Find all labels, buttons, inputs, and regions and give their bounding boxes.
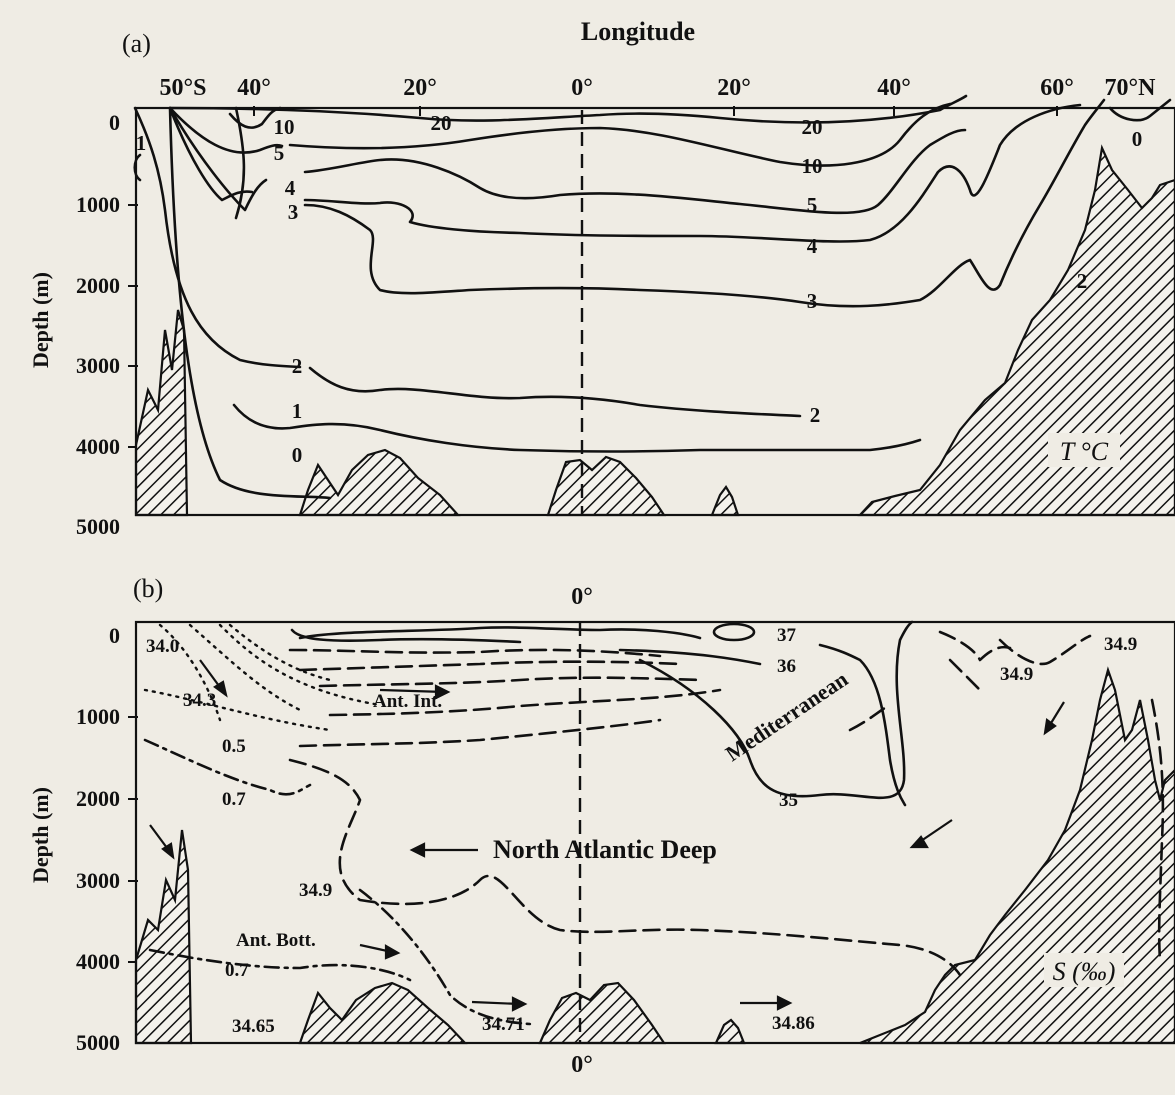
sal-label-34-3: 34.3 (183, 690, 216, 711)
t-label-4-left: 4 (285, 176, 296, 200)
t-label-2-left: 2 (292, 354, 303, 378)
lon-label-20n: 20° (717, 75, 751, 101)
panel-b-ytick-1000: 1000 (76, 704, 120, 729)
sal-label-0-5: 0.5 (222, 736, 246, 757)
mediterranean-label: Mediterranean (721, 666, 852, 766)
north-atlantic-deep-label: North Atlantic Deep (493, 835, 717, 864)
lon-label-50s: 50°S (160, 75, 207, 101)
sal-label-36: 36 (777, 656, 796, 677)
t-label-4-right: 4 (807, 234, 818, 258)
panel-b-ytick-0: 0 (109, 623, 120, 648)
panel-b-seafloor-ridge-mid (538, 981, 667, 1045)
lon-label-20s: 20° (403, 75, 437, 101)
lon-label-0: 0° (571, 75, 593, 101)
panel-a-ytick-5000: 5000 (76, 514, 120, 539)
sal-label-34-9-north: 34.9 (1104, 634, 1137, 655)
panel-b-flow-arrows (149, 659, 1065, 1012)
sal-label-34-9-left: 34.9 (299, 880, 332, 901)
panel-a-contour-labels: 1 10 5 4 3 20 20 10 5 4 3 2 0 2 1 0 2 (136, 111, 1143, 467)
sal-label-37: 37 (777, 625, 797, 646)
panel-a-ytick-0: 0 (109, 110, 120, 135)
sal-label-0-7-bottom: 0.7 (225, 960, 249, 981)
t-label-1-left: 1 (292, 399, 303, 423)
t-label-20-left: 20 (431, 111, 452, 135)
t-label-1: 1 (136, 131, 147, 155)
ant-int-label: Ant. Int. (373, 691, 442, 712)
panel-a-y-title: Depth (m) (28, 272, 53, 368)
panel-b-top-zero: 0° (571, 584, 593, 610)
panel-b-variable-label: S (‰) (1053, 957, 1116, 986)
lon-label-40s: 40° (237, 75, 271, 101)
ant-bott-label: Ant. Bott. (236, 930, 316, 951)
panel-a-seafloor-north (857, 144, 1175, 517)
lon-label-40n: 40° (877, 75, 911, 101)
sal-label-34-0: 34.0 (146, 636, 179, 657)
panel-b-water-mass-labels: Ant. Int. Mediterranean North Atlantic D… (236, 666, 852, 951)
panel-b-salinity-labels: 34.0 34.3 0.5 0.7 34.9 0.7 34.65 34.71 3… (146, 625, 1137, 1037)
panel-b-y-title: Depth (m) (28, 787, 53, 883)
t-label-5-left: 5 (274, 141, 285, 165)
panel-a-variable-label: T °C (1060, 437, 1109, 466)
panel-b-seafloor-north (859, 666, 1175, 1045)
panel-a-seafloor-knoll (710, 485, 740, 517)
lon-label-60n: 60° (1040, 75, 1074, 101)
panel-a-frame (134, 106, 1175, 517)
sal-label-34-71: 34.71 (482, 1014, 525, 1035)
panel-a-seafloor-ridge-1 (298, 448, 461, 517)
sal-label-34-9-mid: 34.9 (1000, 664, 1033, 685)
t-label-2-right: 2 (810, 403, 821, 427)
panel-b-salinity-contours (143, 620, 1165, 1026)
t-label-0-bottom: 0 (292, 443, 303, 467)
panel-b-seafloor-knoll (714, 1018, 746, 1045)
t-label-2-north: 2 (1077, 269, 1088, 293)
panel-a-ytick-1000: 1000 (76, 192, 120, 217)
panel-a-label: (a) (122, 29, 151, 58)
longitude-axis-title: Longitude (581, 17, 695, 46)
sal-label-35: 35 (779, 790, 798, 811)
panel-b-ytick-2000: 2000 (76, 786, 120, 811)
t-label-5-right: 5 (807, 193, 818, 217)
panel-b-seafloor-south (134, 829, 193, 1045)
sal-label-34-86: 34.86 (772, 1013, 815, 1034)
panel-b-seafloor-ridge-1 (298, 981, 468, 1045)
panel-a-ytick-2000: 2000 (76, 273, 120, 298)
panel-b-frame (134, 620, 1175, 1045)
lon-label-70n: 70°N (1105, 75, 1157, 101)
sal-label-0-7-top: 0.7 (222, 789, 246, 810)
panel-b-ytick-4000: 4000 (76, 949, 120, 974)
panel-b-bottom-zero: 0° (571, 1052, 593, 1078)
panel-b-label: (b) (133, 574, 163, 603)
panel-a-temperature-contours (133, 94, 1172, 500)
t-label-3-left: 3 (288, 200, 299, 224)
panel-b-ytick-3000: 3000 (76, 868, 120, 893)
panel-a-seafloor-ridge-mid (546, 455, 667, 517)
panel-a: Depth (m) 0 1000 2000 3000 4000 5000 (28, 94, 1175, 539)
t-label-0-left: 0 (1132, 127, 1143, 151)
sal-label-34-65: 34.65 (232, 1016, 275, 1037)
t-label-20-right: 20 (802, 115, 823, 139)
panel-b: (b) 0° 0° Depth (m) 0 1000 2000 3000 400… (28, 574, 1175, 1078)
t-label-3-right: 3 (807, 289, 818, 313)
t-label-10-left: 10 (274, 115, 295, 139)
longitude-tick-labels: 50°S 40° 20° 0° 20° 40° 60° 70°N (160, 75, 1157, 101)
panel-a-ytick-4000: 4000 (76, 434, 120, 459)
panel-a-ytick-3000: 3000 (76, 353, 120, 378)
panel-b-ytick-5000: 5000 (76, 1030, 120, 1055)
panel-a-seafloor-south (134, 309, 189, 517)
t-label-10-right: 10 (802, 154, 823, 178)
